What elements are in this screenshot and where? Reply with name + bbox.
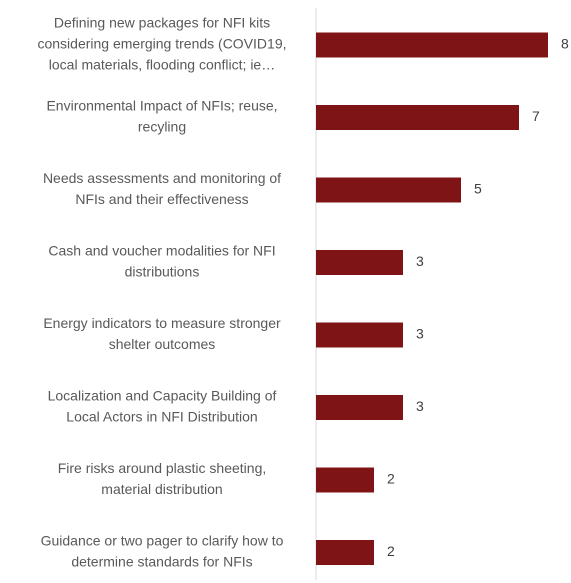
data-label: 7: [532, 108, 540, 124]
data-label: 3: [416, 398, 424, 414]
category-label: considering emerging trends (COVID19,: [37, 36, 286, 52]
category-label: Environmental Impact of NFIs; reuse,: [46, 98, 277, 114]
data-label: 5: [474, 181, 482, 197]
data-label: 2: [387, 543, 395, 559]
category-label: Cash and voucher modalities for NFI: [48, 243, 275, 259]
data-label: 3: [416, 253, 424, 269]
category-label: distributions: [125, 264, 200, 280]
category-label: NFIs and their effectiveness: [75, 191, 248, 207]
data-label: 3: [416, 326, 424, 342]
category-label: Local Actors in NFI Distribution: [66, 409, 257, 425]
category-label: Energy indicators to measure stronger: [43, 315, 281, 331]
category-label: Defining new packages for NFI kits: [54, 15, 270, 31]
category-label: shelter outcomes: [109, 336, 216, 352]
category-label: Needs assessments and monitoring of: [43, 170, 281, 186]
bar: [316, 395, 403, 420]
bar: [316, 322, 403, 348]
bars-group: 8 Defining new packages for NFI kits consi…: [37, 15, 569, 570]
bar: [316, 105, 519, 130]
bar: [316, 540, 374, 565]
category-label: Localization and Capacity Building of: [48, 388, 277, 404]
bar: [316, 250, 403, 275]
category-label: determine standards for NFIs: [71, 554, 252, 570]
category-label: recyling: [138, 119, 186, 135]
bar: [316, 467, 374, 493]
bar: [316, 32, 548, 58]
category-label: Guidance or two pager to clarify how to: [41, 533, 284, 549]
data-label: 8: [561, 36, 569, 52]
bar: [316, 177, 461, 203]
category-label: material distribution: [101, 481, 222, 497]
data-label: 2: [387, 471, 395, 487]
category-label: local materials, flooding conflict; ie…: [49, 57, 275, 73]
category-label: Fire risks around plastic sheeting,: [58, 460, 267, 476]
